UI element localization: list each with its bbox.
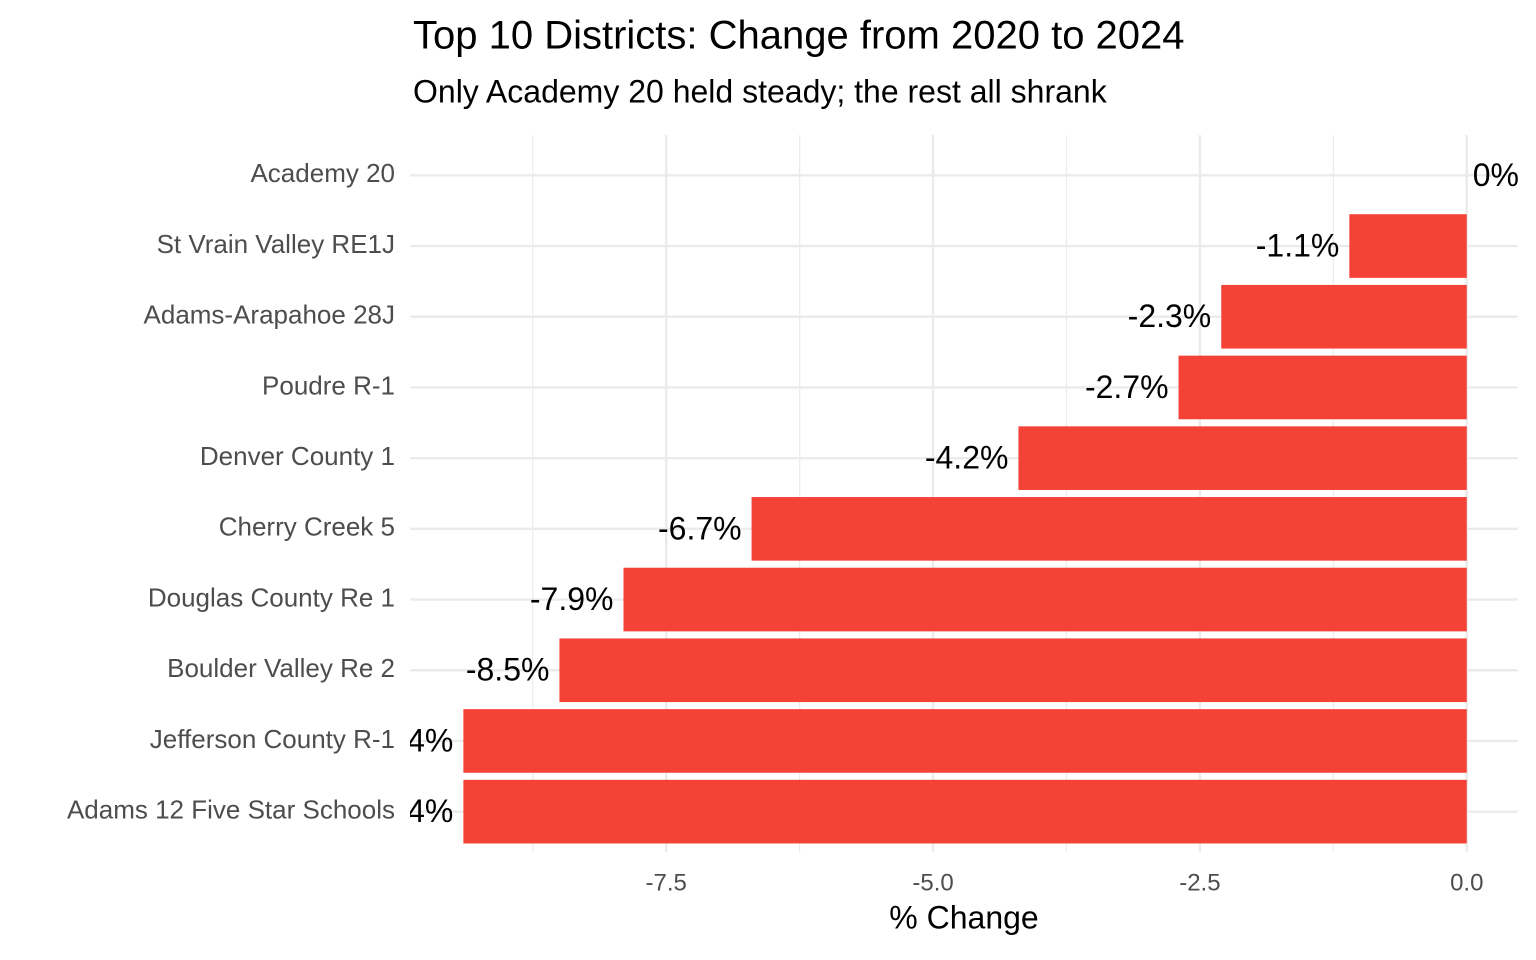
x-axis-title: % Change: [889, 899, 1038, 935]
value-label: -8.5%: [466, 652, 550, 688]
bar: [463, 779, 1467, 844]
value-label: -4.2%: [925, 440, 1009, 476]
x-tick-label: -5.0: [912, 869, 953, 896]
x-tick-label: -2.5: [1179, 869, 1220, 896]
value-label: -1.1%: [1256, 228, 1340, 264]
plot-area: 0% -1.1% -2.3% -2.7% -4.2% -6.7% -7.9% -8.5% -9.…: [370, 157, 1519, 844]
y-tick-label: Poudre R-1: [262, 370, 395, 400]
bar: [1349, 214, 1467, 278]
bar: [559, 638, 1467, 703]
value-label: -9.4%: [370, 722, 454, 758]
x-tick-label: 0.0: [1450, 869, 1483, 896]
y-tick-label: Douglas County Re 1: [148, 582, 395, 612]
bar: [1018, 426, 1467, 490]
bar: [1221, 284, 1467, 349]
value-label: -2.7%: [1085, 369, 1169, 405]
y-tick-label: Academy 20: [250, 158, 395, 188]
y-tick-label: Boulder Valley Re 2: [167, 653, 395, 683]
value-label: -7.9%: [530, 581, 614, 617]
bar: [623, 567, 1467, 632]
chart-title: Top 10 Districts: Change from 2020 to 20…: [413, 14, 1185, 58]
x-tick-label: -7.5: [646, 869, 687, 896]
y-tick-label: St Vrain Valley RE1J: [157, 229, 395, 259]
bar: [463, 709, 1467, 773]
value-label: 0%: [1473, 157, 1519, 193]
chart-subtitle: Only Academy 20 held steady; the rest al…: [413, 73, 1108, 109]
bar: [1178, 355, 1467, 420]
value-label: -9.4%: [370, 793, 454, 829]
value-label: -6.7%: [658, 510, 742, 546]
y-tick-label: Adams-Arapahoe 28J: [144, 300, 395, 330]
bar: [751, 497, 1467, 561]
y-tick-label: Denver County 1: [200, 441, 395, 471]
y-tick-label: Jefferson County R-1: [150, 724, 395, 754]
y-tick-label: Adams 12 Five Star Schools: [67, 795, 395, 825]
y-tick-label: Cherry Creek 5: [219, 512, 395, 542]
value-label: -2.3%: [1128, 298, 1212, 334]
